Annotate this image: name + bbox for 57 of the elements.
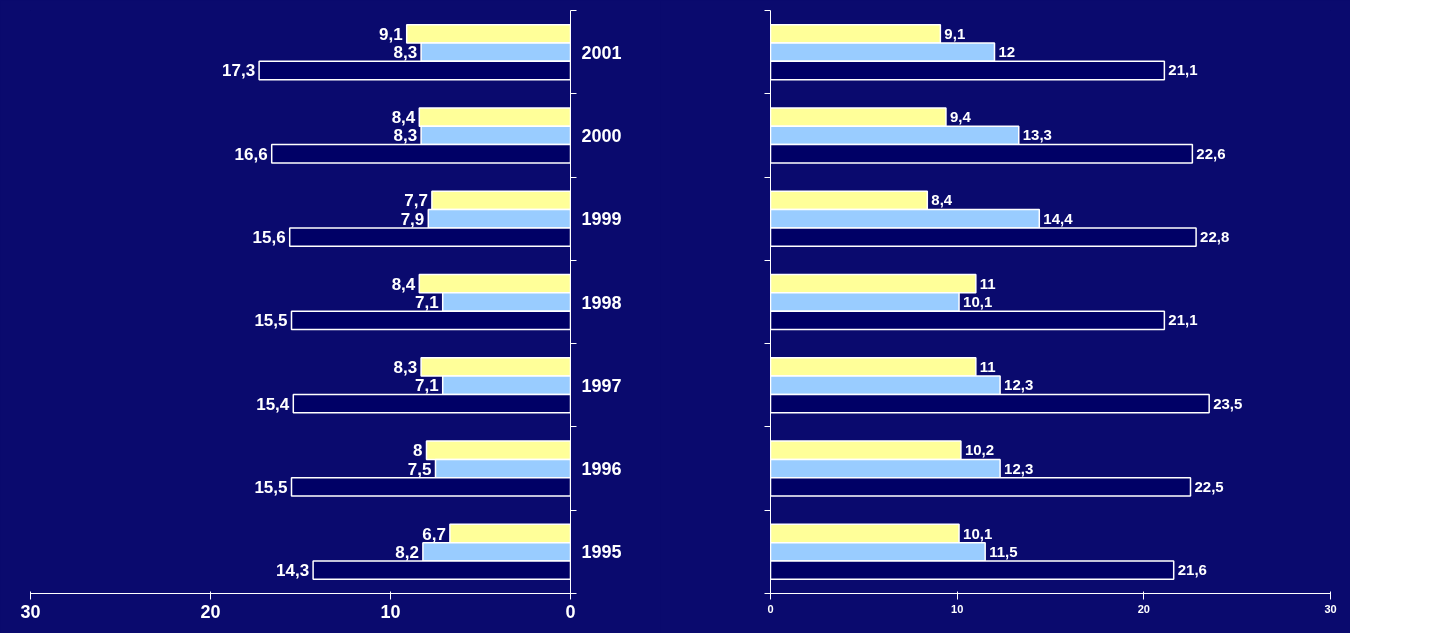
data-label: 12,3: [1004, 459, 1034, 477]
data-label: 11,5: [989, 542, 1018, 560]
data-label: 8,4: [391, 274, 416, 294]
data-label: 22,5: [1194, 477, 1224, 495]
data-label: 11: [979, 357, 996, 375]
data-label: 10,1: [963, 524, 993, 542]
data-label: 10,2: [964, 441, 995, 459]
data-label: 21,1: [1168, 311, 1198, 329]
x-tick-label: 0: [565, 601, 576, 622]
data-label: 21,6: [1177, 561, 1207, 579]
data-label: 6,7: [422, 524, 446, 544]
data-label: 9,1: [379, 24, 403, 44]
data-label: 12: [998, 43, 1016, 61]
data-label: 16,6: [234, 144, 268, 164]
x-tick-label: 0: [767, 602, 774, 615]
data-label: 8,4: [931, 191, 953, 209]
data-label: 7,1: [415, 293, 439, 312]
data-label: 21,1: [1168, 61, 1198, 79]
data-label: 23,5: [1213, 394, 1243, 412]
data-label: 12,3: [1004, 376, 1034, 394]
y-tick-label: 1996: [581, 459, 622, 480]
x-tick-label: 10: [380, 601, 401, 622]
y-tick-label: 1997: [581, 375, 622, 396]
data-label: 7,1: [415, 376, 439, 396]
x-tick-label: 30: [20, 601, 41, 622]
x-tick-label: 20: [1137, 602, 1150, 615]
data-label: 13,3: [1022, 126, 1052, 144]
data-label: 8,4: [391, 108, 416, 128]
data-label: 22,8: [1200, 228, 1230, 246]
data-label: 8,3: [393, 357, 418, 377]
data-label: 14,4: [1043, 209, 1074, 227]
data-label: 10,1: [963, 293, 993, 310]
data-label: 9,4: [949, 108, 972, 126]
x-tick-label: 10: [951, 602, 964, 615]
x-tick-label: 30: [1324, 602, 1337, 615]
y-tick-label: 1995: [581, 542, 622, 563]
data-label: 15,5: [254, 477, 288, 497]
y-tick-label: 1998: [581, 292, 622, 313]
data-label: 8,3: [393, 43, 418, 63]
data-label: 11: [979, 274, 996, 292]
data-label: 8,2: [395, 542, 419, 562]
data-label: 17,3: [222, 61, 256, 81]
data-label: 15,4: [256, 394, 290, 414]
data-label: 7,5: [407, 459, 432, 479]
data-label: 15,5: [254, 311, 288, 331]
y-tick-label: 2001: [581, 42, 622, 63]
data-label: 8,3: [393, 126, 418, 146]
data-label: 9,1: [944, 24, 966, 42]
data-label: 22,6: [1196, 144, 1226, 162]
data-label: 7,7: [404, 191, 428, 211]
x-tick-label: 20: [200, 601, 221, 622]
data-label: 8: [413, 441, 423, 461]
data-label: 14,3: [276, 561, 310, 581]
y-tick-label: 2000: [581, 125, 622, 146]
data-label: 15,6: [252, 228, 286, 248]
y-tick-label: 1999: [581, 209, 622, 230]
data-label: 7,9: [400, 209, 425, 229]
